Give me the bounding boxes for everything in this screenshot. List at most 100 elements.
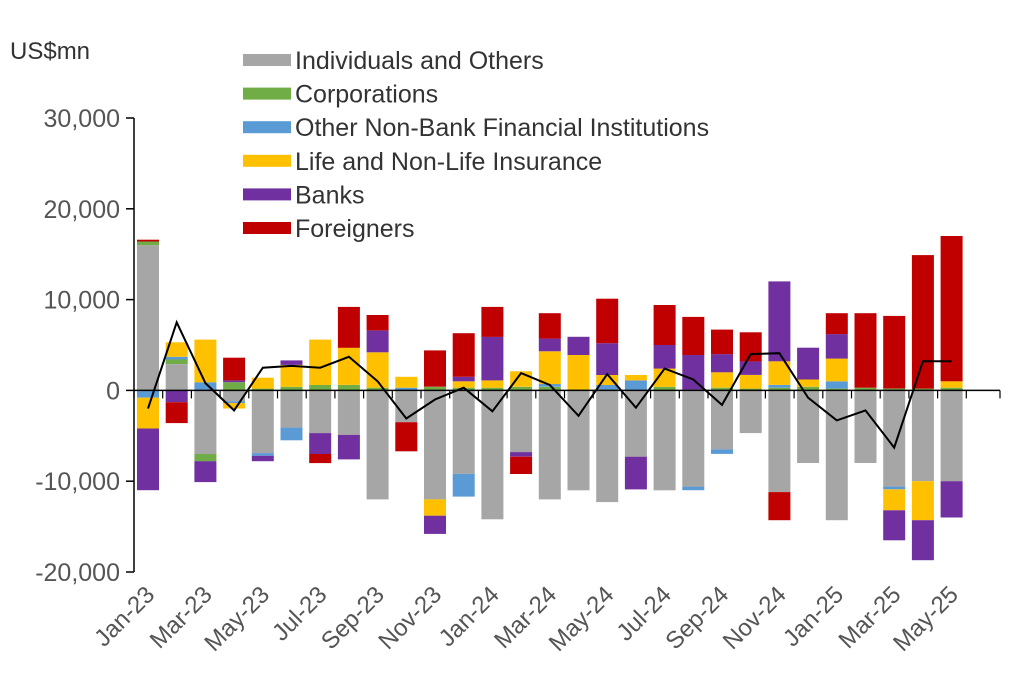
bar-segment bbox=[653, 390, 676, 491]
bar-segment bbox=[510, 456, 533, 474]
bar-segment bbox=[251, 388, 274, 391]
bar-segment bbox=[825, 334, 848, 359]
x-tick-label: May-24 bbox=[544, 581, 620, 657]
bar-segment bbox=[137, 390, 159, 398]
bar-segment bbox=[366, 390, 389, 500]
legend-swatch bbox=[243, 222, 291, 234]
bar-segment bbox=[825, 358, 848, 382]
legend-label: Banks bbox=[295, 181, 364, 209]
bar-segment bbox=[682, 316, 705, 355]
bar-segment bbox=[366, 352, 389, 388]
bar-segment bbox=[280, 386, 303, 391]
bar-segment bbox=[165, 356, 188, 360]
bar-segment bbox=[137, 397, 159, 429]
bar-segment bbox=[280, 360, 303, 365]
bar-segment bbox=[538, 338, 561, 352]
bar-segment bbox=[940, 236, 963, 382]
bar-segment bbox=[481, 336, 504, 381]
bar-segment bbox=[280, 390, 303, 428]
bar-segment bbox=[223, 403, 246, 409]
bar-segment bbox=[596, 385, 619, 390]
legend-label: Foreigners bbox=[295, 215, 415, 243]
bar-segment bbox=[883, 315, 906, 389]
bar-segment bbox=[653, 345, 676, 369]
bars-layer bbox=[137, 236, 963, 561]
bar-segment bbox=[624, 390, 647, 457]
x-tick-label: Jan-24 bbox=[434, 581, 505, 652]
bar-segment bbox=[366, 330, 389, 353]
bar-segment bbox=[452, 390, 475, 474]
bar-segment bbox=[165, 364, 188, 391]
bar-segment bbox=[452, 333, 475, 377]
bar-segment bbox=[825, 388, 848, 391]
bar-segment bbox=[165, 342, 188, 357]
bar-segment bbox=[424, 390, 446, 500]
bar-segment bbox=[653, 368, 676, 387]
bar-segment bbox=[194, 339, 217, 383]
bar-segment bbox=[137, 239, 159, 242]
bar-segment bbox=[366, 387, 389, 391]
bar-segment bbox=[251, 390, 274, 454]
legend-swatch bbox=[243, 154, 291, 167]
y-tick-label: 20,000 bbox=[44, 196, 120, 224]
bar-segment bbox=[883, 489, 906, 511]
bar-segment bbox=[797, 390, 820, 463]
bar-segment bbox=[940, 390, 963, 482]
bar-segment bbox=[883, 510, 906, 541]
bar-segment bbox=[711, 354, 733, 373]
bar-segment bbox=[337, 347, 360, 385]
bar-segment bbox=[452, 387, 475, 391]
x-tick-label: Nov-23 bbox=[373, 581, 447, 655]
bar-segment bbox=[825, 381, 848, 389]
bar-segment bbox=[280, 365, 303, 387]
bar-segment bbox=[481, 306, 504, 337]
bar-segment bbox=[538, 390, 561, 500]
x-tick-label: Sep-24 bbox=[660, 581, 734, 655]
bar-segment bbox=[165, 359, 188, 364]
bar-segment bbox=[768, 492, 791, 521]
bar-segment bbox=[911, 390, 934, 482]
bar-segment bbox=[682, 390, 705, 487]
bar-segment bbox=[309, 454, 332, 464]
bar-segment bbox=[395, 387, 418, 391]
bar-segment bbox=[481, 390, 504, 520]
bar-segment bbox=[711, 390, 733, 450]
bar-segment bbox=[424, 386, 446, 391]
legend-swatch bbox=[243, 87, 291, 100]
bar-segment bbox=[768, 390, 791, 493]
net-line-layer bbox=[147, 319, 952, 450]
bar-segment bbox=[653, 305, 676, 345]
bar-segment bbox=[223, 382, 246, 391]
bar-segment bbox=[137, 241, 159, 246]
bar-segment bbox=[797, 386, 820, 391]
bar-segment bbox=[797, 347, 820, 380]
bar-segment bbox=[223, 390, 246, 402]
bar-segment bbox=[337, 390, 360, 435]
legend-swatch bbox=[243, 54, 291, 66]
bar-segment bbox=[768, 385, 791, 388]
bar-segment bbox=[194, 454, 217, 462]
bar-segment bbox=[711, 372, 733, 388]
x-tick-label: May-23 bbox=[199, 581, 275, 657]
bar-segment bbox=[510, 452, 533, 457]
x-tick-label: Sep-23 bbox=[316, 581, 390, 655]
y-tick-label: -20,000 bbox=[35, 559, 120, 587]
bar-segment bbox=[883, 390, 906, 487]
bar-segment bbox=[883, 486, 906, 490]
bar-segment bbox=[825, 313, 848, 335]
bar-segment bbox=[395, 422, 418, 452]
y-tick-label: -10,000 bbox=[35, 468, 120, 496]
bar-segment bbox=[137, 428, 159, 491]
bar-segment bbox=[251, 455, 274, 462]
bar-segment bbox=[624, 375, 647, 381]
bar-segment bbox=[940, 481, 963, 518]
legend-swatch bbox=[243, 121, 291, 134]
legend: Individuals and Others Corporations Other … bbox=[243, 47, 709, 243]
y-tick-label: 30,000 bbox=[44, 105, 120, 133]
bar-segment bbox=[624, 456, 647, 490]
legend-swatch bbox=[243, 188, 291, 201]
bar-segment bbox=[251, 453, 274, 456]
bar-segment bbox=[337, 385, 360, 391]
bar-segment bbox=[194, 390, 217, 454]
bar-segment bbox=[854, 313, 877, 388]
